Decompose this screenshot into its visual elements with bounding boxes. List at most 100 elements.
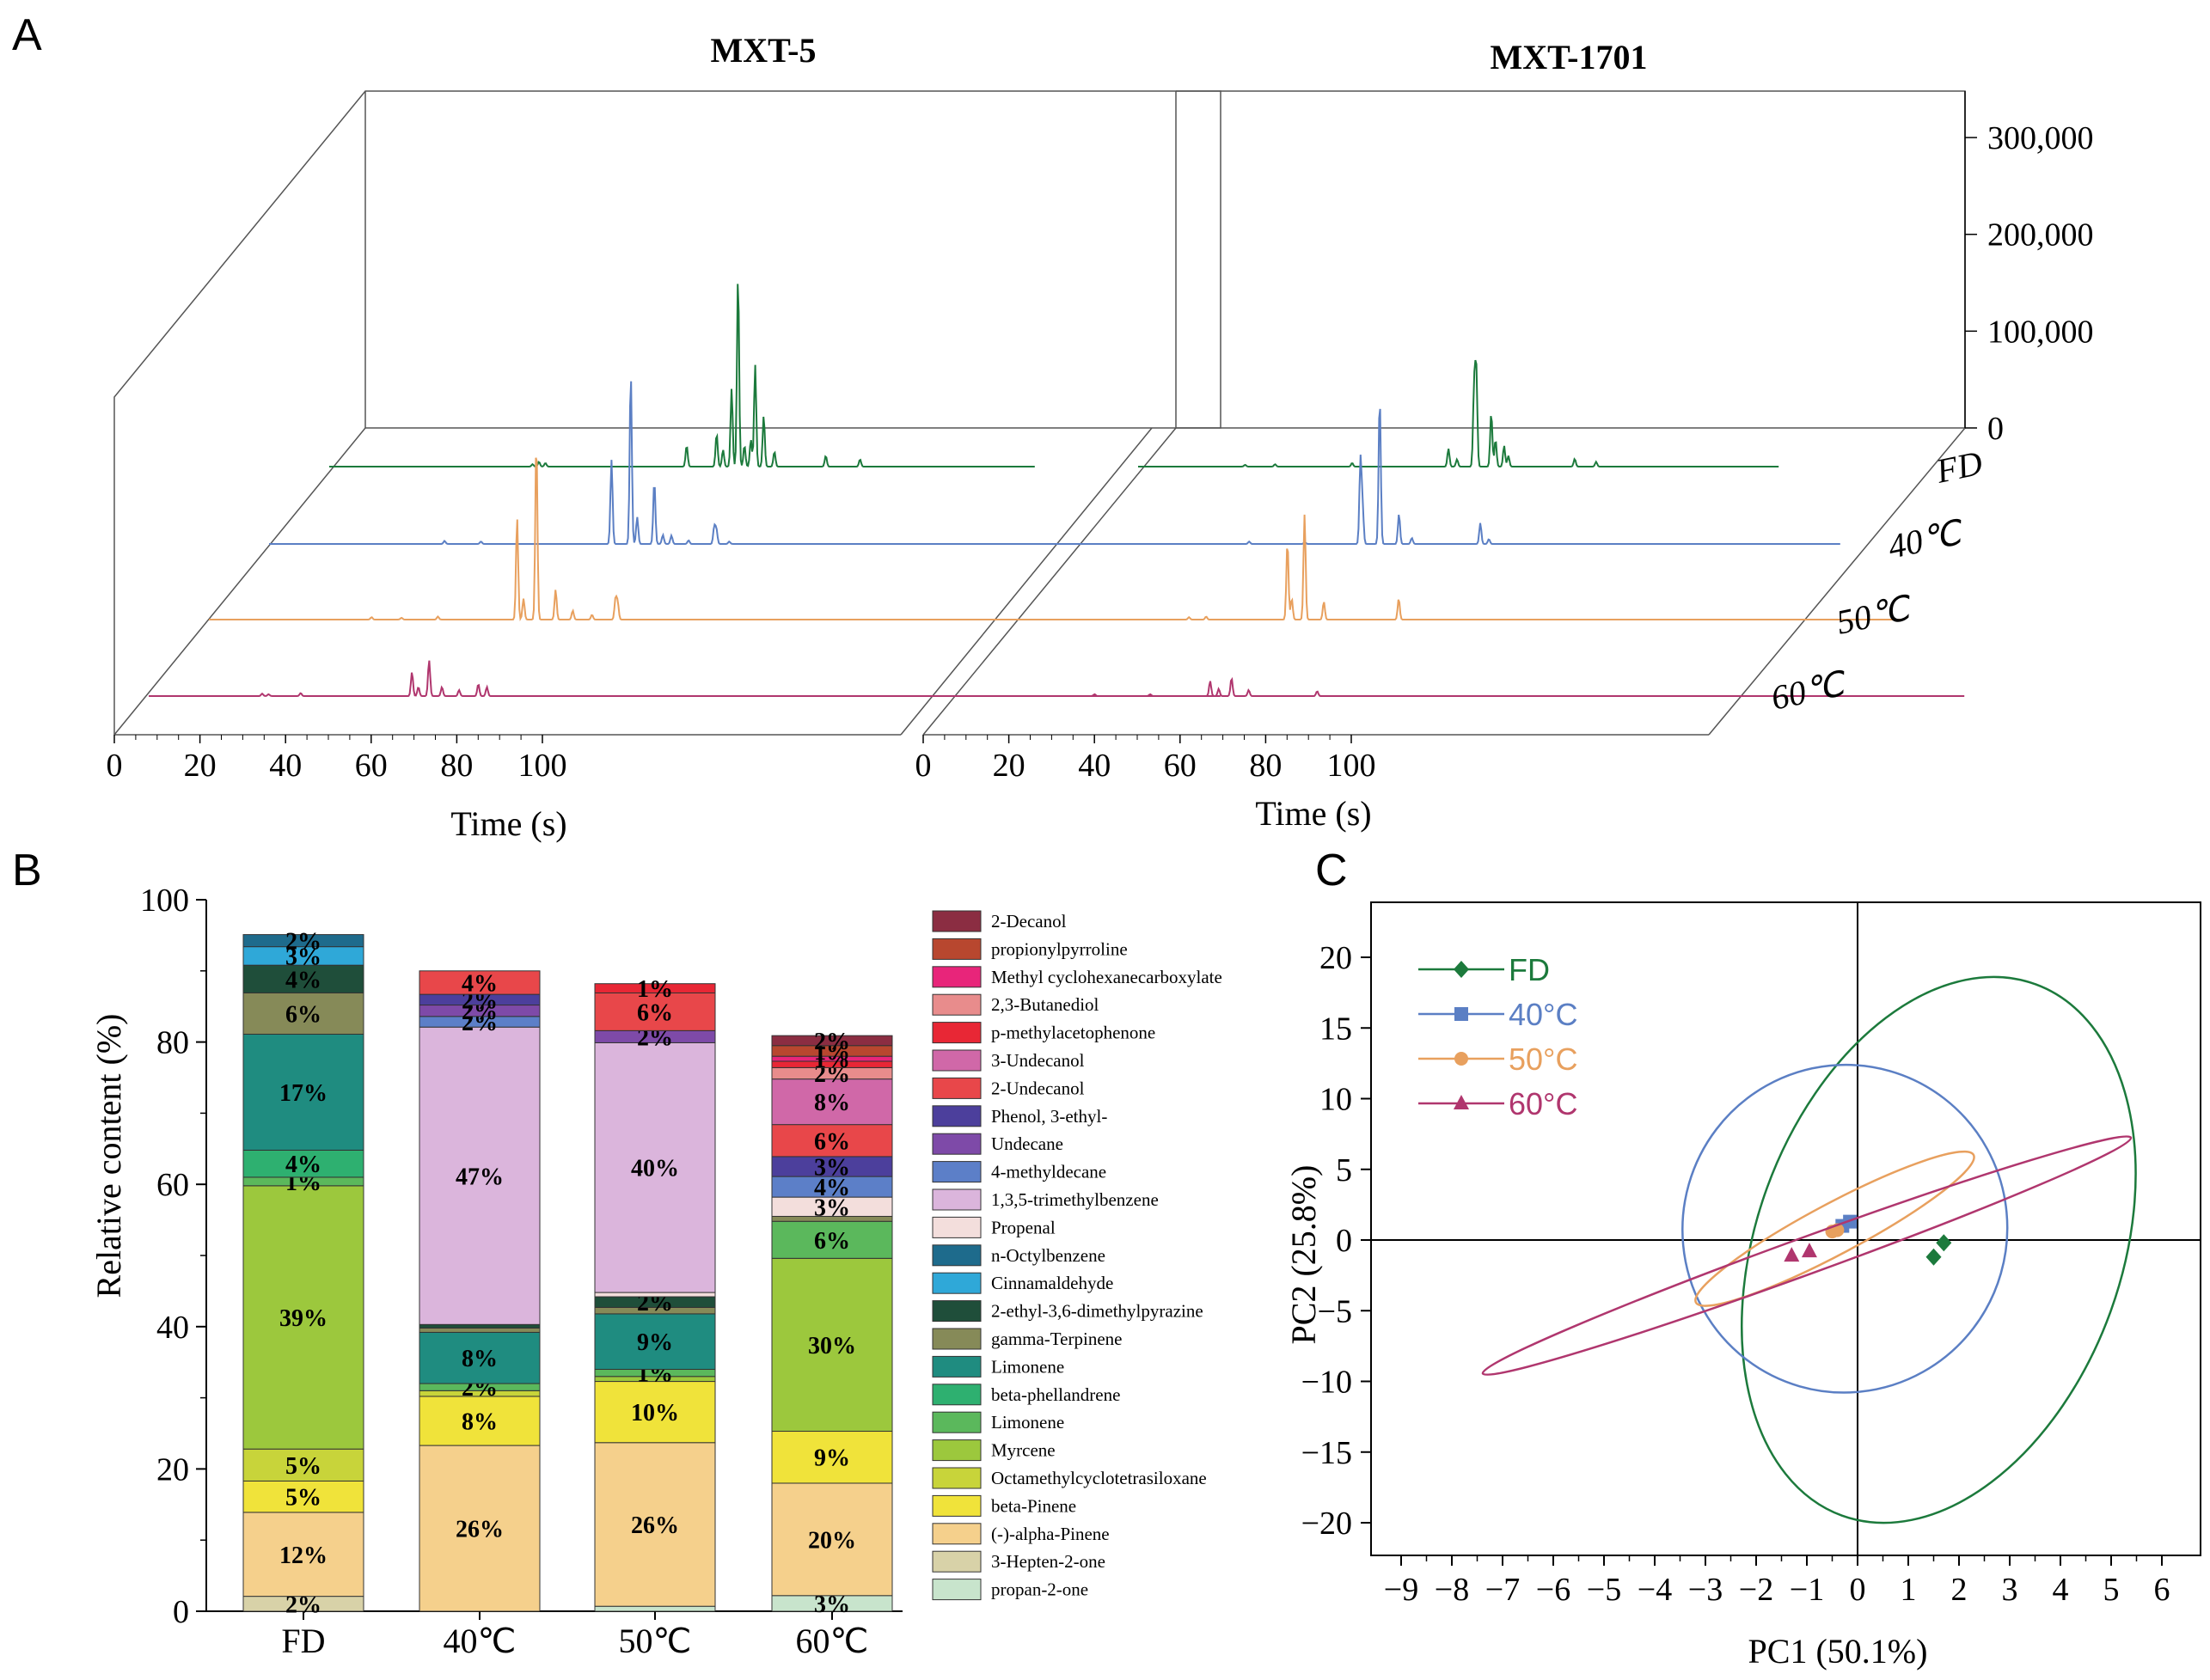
legend-label: propionylpyrroline <box>991 938 1128 959</box>
bar-segment <box>771 1078 893 1126</box>
legend-label: 60°C <box>1509 1086 1577 1121</box>
legend-label: 2-ethyl-3,6-dimethylpyrazine <box>991 1301 1203 1322</box>
series-label: 50℃ <box>1834 588 1916 642</box>
series-label: 60℃ <box>1768 663 1851 718</box>
legend-marker <box>1454 1007 1468 1021</box>
ellipse-fd <box>1741 975 2137 1524</box>
bar-segment <box>419 1396 541 1446</box>
x-tick-label: −9 <box>1384 1572 1418 1608</box>
x-tick-label: −5 <box>1587 1572 1621 1608</box>
segment-label: 26% <box>456 1517 504 1543</box>
y-tick-label: −10 <box>1301 1365 1352 1401</box>
legend-marker <box>1454 1052 1468 1066</box>
frame-left-floor-diag <box>113 427 366 736</box>
legend-swatch <box>932 1579 982 1601</box>
legend-label: Octamethylcyclotetrasiloxane <box>991 1468 1207 1488</box>
legend-label: Limonene <box>991 1356 1064 1377</box>
legend-label: 40°C <box>1509 997 1577 1032</box>
x-tick-label: 20 <box>993 748 1025 784</box>
legend-swatch <box>932 910 982 932</box>
subtitle-mxt1701: MXT-1701 <box>1491 38 1648 76</box>
y-tick-label: 15 <box>1319 1011 1352 1047</box>
plot-frame-c <box>1370 901 2201 1556</box>
x-tick-label: 1 <box>1901 1572 1917 1608</box>
x-tick-label: −3 <box>1688 1572 1723 1608</box>
legend-label: 3-Undecanol <box>991 1050 1085 1071</box>
xlabel-pc1: PC1 (50.1%) <box>1748 1632 1928 1671</box>
y-tick-label: −15 <box>1301 1435 1352 1471</box>
bar-segment <box>419 970 541 995</box>
segment-label: 26% <box>631 1512 679 1539</box>
legend-label: Undecane <box>991 1133 1063 1154</box>
legend-label: Cinnamaldehyde <box>991 1273 1113 1293</box>
frame-right-floor-right <box>1708 427 1966 736</box>
series-label: 40℃ <box>1885 512 1968 566</box>
subtitle-mxt5: MXT-5 <box>711 31 817 70</box>
legend-swatch <box>932 1411 982 1433</box>
bar-segment <box>771 1220 893 1259</box>
bar-segment <box>594 1042 716 1293</box>
x-tick-label: 80 <box>440 748 473 784</box>
legend-swatch <box>932 1216 982 1238</box>
bar-segment <box>419 1445 541 1612</box>
bar-segment <box>242 1480 364 1513</box>
x-tick-label: 40℃ <box>444 1622 517 1660</box>
legend-label: 3-Hepten-2-one <box>991 1551 1105 1572</box>
segment-label: 4% <box>814 1175 850 1201</box>
bar-segment <box>594 1605 716 1612</box>
segment-label: 2% <box>814 1029 850 1055</box>
segment-label: 10% <box>631 1400 679 1426</box>
point-diamond <box>1925 1248 1942 1266</box>
segment-label: 6% <box>285 1001 321 1028</box>
point-triangle <box>1784 1247 1800 1262</box>
xlabel-time-left: Time (s) <box>450 804 566 843</box>
segment-label: 5% <box>285 1453 321 1480</box>
legend-label: FD <box>1509 952 1550 987</box>
legend-label: Phenol, 3-ethyl- <box>991 1106 1107 1127</box>
x-tick-label: 6 <box>2154 1572 2170 1608</box>
legend-label: (-)-alpha-Pinene <box>991 1524 1110 1544</box>
panel-b-stacked-bar: Relative content (%) 0 20 40 60 80 100 2% 12% 5%… <box>89 883 1222 1660</box>
legend-label: Limonene <box>991 1412 1064 1433</box>
segment-label: 6% <box>637 999 673 1026</box>
trace-mxt1701-50c <box>1018 514 1903 620</box>
segment-label: 12% <box>279 1543 328 1569</box>
y-tick-label: 80 <box>156 1025 189 1061</box>
legend-label: 1,3,5-trimethylbenzene <box>991 1189 1159 1210</box>
x-tick-label: 60℃ <box>796 1622 869 1660</box>
bar-segment <box>242 1033 364 1151</box>
x-tick-label: −2 <box>1739 1572 1773 1608</box>
ellipse-60c <box>1481 1135 2133 1377</box>
legend-label: n-Octylbenzene <box>991 1245 1105 1266</box>
legend-label: Methyl cyclohexanecarboxylate <box>991 967 1222 987</box>
ellipse-50c <box>1694 1150 1975 1307</box>
legend-marker <box>1454 961 1469 978</box>
segment-label: 8% <box>462 1346 498 1372</box>
legend-label: 2,3-Butanediol <box>991 994 1099 1015</box>
segment-label: 4% <box>462 970 498 997</box>
trace-mxt5-60c <box>149 660 1221 697</box>
bar-segment <box>594 1292 716 1298</box>
y-tick-label: −20 <box>1301 1506 1352 1542</box>
legend-label: beta-Pinene <box>991 1495 1076 1516</box>
bar-segment <box>771 1482 893 1597</box>
x-tick-label: 100 <box>1327 748 1376 784</box>
segment-label: 6% <box>814 1128 850 1155</box>
segment-label: 17% <box>279 1080 328 1107</box>
legend-swatch <box>932 1467 982 1489</box>
x-tick-label: 40 <box>1078 748 1111 784</box>
segment-label: 30% <box>808 1333 856 1359</box>
segment-label: 8% <box>462 1409 498 1436</box>
y-tick-label: 0 <box>173 1594 189 1630</box>
x-tick-label: 20 <box>184 748 217 784</box>
segment-label: 39% <box>279 1305 328 1332</box>
segment-label: 5% <box>285 1485 321 1512</box>
legend-swatch <box>932 1384 982 1406</box>
bar-segment <box>594 1313 716 1370</box>
ylabel-pc2: PC2 (25.8%) <box>1284 1165 1323 1345</box>
panel-label-c: C <box>1315 846 1348 895</box>
legend-label: 2-Decanol <box>991 911 1067 932</box>
y-tick-label: 40 <box>156 1310 189 1346</box>
legend-swatch <box>932 1272 982 1294</box>
